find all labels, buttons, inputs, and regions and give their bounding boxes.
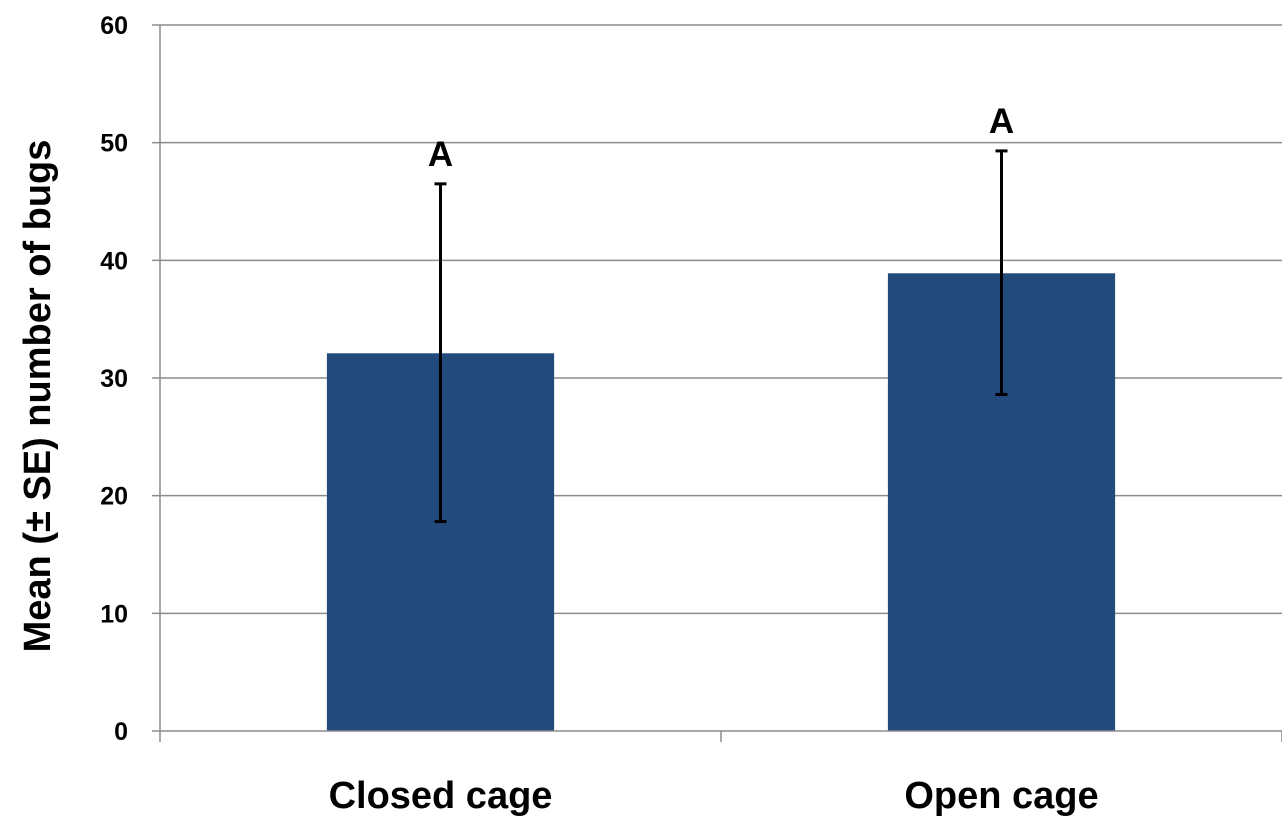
y-tick-label: 60 bbox=[100, 12, 128, 40]
y-tick-label: 40 bbox=[100, 247, 128, 275]
y-tick-label: 0 bbox=[114, 718, 128, 746]
labels: 0 10 20 30 40 50 60 A Closed cage A Open cage bbox=[100, 12, 1098, 817]
y-tick-label: 50 bbox=[100, 130, 128, 158]
y-axis-title: Mean (± SE) number of bugs bbox=[17, 140, 59, 653]
error-bars bbox=[434, 149, 1008, 524]
bars bbox=[326, 273, 1116, 731]
y-tick-label: 10 bbox=[100, 600, 128, 628]
x-category-label: Closed cage bbox=[329, 775, 553, 817]
significance-letter: A bbox=[989, 102, 1014, 141]
significance-letter: A bbox=[428, 135, 453, 174]
axes bbox=[152, 24, 1282, 742]
x-category-label: Open cage bbox=[904, 775, 1098, 817]
y-tick-label: 20 bbox=[100, 483, 128, 511]
y-tick-label: 30 bbox=[100, 365, 128, 393]
